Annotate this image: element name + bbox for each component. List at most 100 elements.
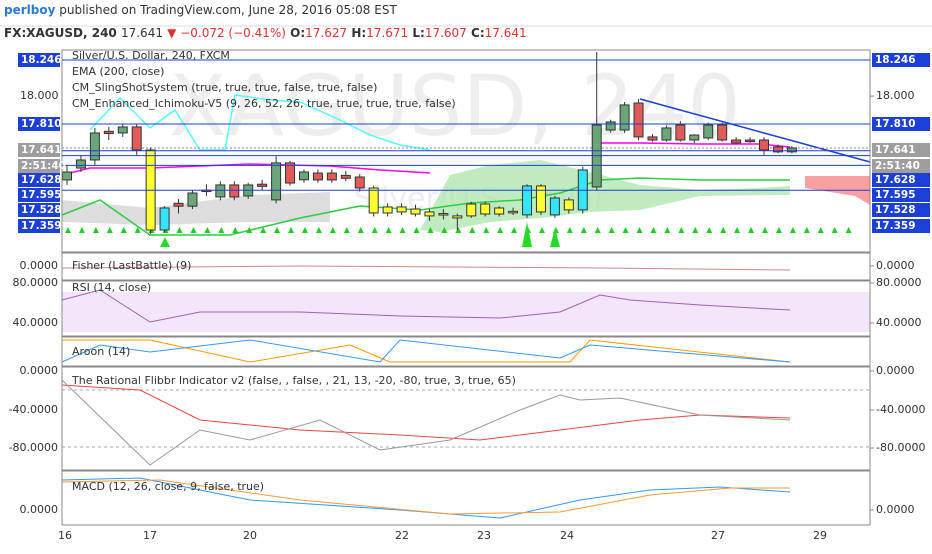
- signal-triangle: [706, 227, 713, 233]
- candle-body: [187, 192, 198, 207]
- countdown-box: [18, 159, 60, 173]
- signal-triangle: [288, 227, 295, 233]
- pane-title: Aroon (14): [72, 345, 130, 358]
- candle-body: [271, 162, 282, 201]
- x-tick-label: 22: [395, 529, 409, 542]
- candle-body: [759, 139, 769, 151]
- signal-triangle: [762, 227, 768, 233]
- published: published on TradingView.com, June 28, 2…: [55, 3, 397, 17]
- signal-triangle: [343, 227, 350, 233]
- candle-body: [466, 203, 477, 217]
- y-tick-label: 0.0000: [876, 259, 915, 272]
- signal-triangle: [803, 227, 810, 233]
- signal-triangle: [678, 227, 685, 233]
- rsi-line: [61, 289, 791, 323]
- candle-body: [117, 126, 128, 134]
- y-tick-label: -40.0000: [9, 403, 58, 416]
- signal-triangle: [622, 227, 629, 233]
- candle-body: [410, 208, 421, 215]
- candle-body: [103, 130, 114, 135]
- signal-triangle: [246, 227, 253, 233]
- price-marker-label: 17.359: [21, 220, 62, 232]
- pane-frame: [61, 280, 871, 337]
- lagging-span: [89, 94, 431, 151]
- signal-triangle: [441, 227, 448, 233]
- signal-triangle: [455, 227, 462, 233]
- price-marker: [872, 143, 930, 157]
- x-tick-label: 17: [143, 529, 157, 542]
- signal-triangle: [78, 227, 85, 233]
- candle-body: [675, 124, 686, 141]
- candle-body: [661, 127, 672, 141]
- signal-triangle: [594, 227, 601, 233]
- x-tick-label: 29: [813, 529, 827, 542]
- countdown: 2:51:40: [875, 160, 920, 172]
- signal-triangle: [371, 227, 378, 233]
- frames: [0, 25, 932, 526]
- y-tick-label: 18.000: [20, 89, 59, 102]
- candle-body: [563, 199, 574, 211]
- price-marker-label: 17.810: [21, 118, 62, 130]
- y-tick-label: 0.0000: [20, 259, 59, 272]
- legend-entry: EMA (200, close): [72, 65, 164, 78]
- change: ▼ −0.072 (−0.41%): [167, 26, 286, 40]
- x-tick-label: 23: [477, 529, 491, 542]
- candle-body: [549, 197, 560, 216]
- candle-body: [717, 124, 728, 141]
- price-marker-label: 17.641: [21, 144, 62, 156]
- candle-body: [173, 202, 184, 207]
- price-marker-label: 17.528: [21, 204, 62, 216]
- pane-title: MACD (12, 26, close, 9, false, true): [72, 480, 264, 493]
- price-marker-label: 17.628: [21, 174, 62, 186]
- signal-triangle: [190, 227, 197, 233]
- candle-body: [424, 211, 435, 217]
- symbol: FX:XAGUSD, 240: [4, 26, 117, 40]
- ohlc-value: 17.671: [366, 26, 408, 40]
- price-marker: [872, 203, 930, 217]
- candle-body: [535, 185, 546, 213]
- y-tick-label: 18.000: [876, 89, 915, 102]
- candle-body: [452, 215, 463, 219]
- pane-title: Fisher (LastBattle) (9): [72, 259, 191, 272]
- candle-body: [438, 213, 449, 216]
- candle-body: [786, 147, 797, 153]
- candle-body: [689, 134, 700, 141]
- price-marker-label: 17.641: [875, 144, 916, 156]
- candle-body: [159, 207, 170, 231]
- y-tick-label: 80.0000: [13, 276, 59, 289]
- aroon-up: [62, 339, 791, 363]
- ohlc-value: 17.627: [305, 26, 347, 40]
- kijun-line: [61, 177, 790, 236]
- user[interactable]: perlboy: [4, 3, 56, 17]
- y-tick-label: 40.0000: [13, 316, 59, 329]
- price-marker-label: 17.628: [875, 174, 916, 186]
- candle-body: [647, 136, 658, 141]
- signal-triangle: [176, 227, 183, 233]
- y-tick-label: 80.0000: [876, 276, 922, 289]
- signal-triangle: [538, 227, 545, 233]
- signal-triangle: [692, 227, 699, 233]
- signal-triangle: [232, 227, 239, 233]
- price-marker: [872, 173, 930, 187]
- signal-triangle: [274, 227, 281, 233]
- y-tick-label: -80.0000: [876, 441, 925, 454]
- signal-triangle: [134, 227, 141, 233]
- signal-triangle: [483, 227, 490, 233]
- signal-triangle: [566, 227, 573, 233]
- price-marker-label: 18.246: [21, 54, 62, 66]
- signal-triangle: [301, 227, 308, 233]
- signal-triangle: [789, 227, 796, 233]
- legend-entry: CM_Enhanced_Ichimoku-V5 (9, 26, 52, 26, …: [72, 97, 456, 110]
- ohlc-key: O:: [290, 26, 305, 40]
- price-marker: [872, 219, 930, 233]
- watermark: XAGUSD, 240 Silver/U.S. Dollar: [169, 57, 741, 217]
- signal-triangle: [357, 227, 364, 233]
- y-tick-label: 0.0000: [876, 503, 915, 516]
- signal-triangle: [218, 227, 225, 233]
- candle-body: [229, 184, 240, 198]
- signal-triangle: [817, 227, 824, 233]
- trend-line: [639, 98, 871, 163]
- signal-triangle: [720, 227, 727, 233]
